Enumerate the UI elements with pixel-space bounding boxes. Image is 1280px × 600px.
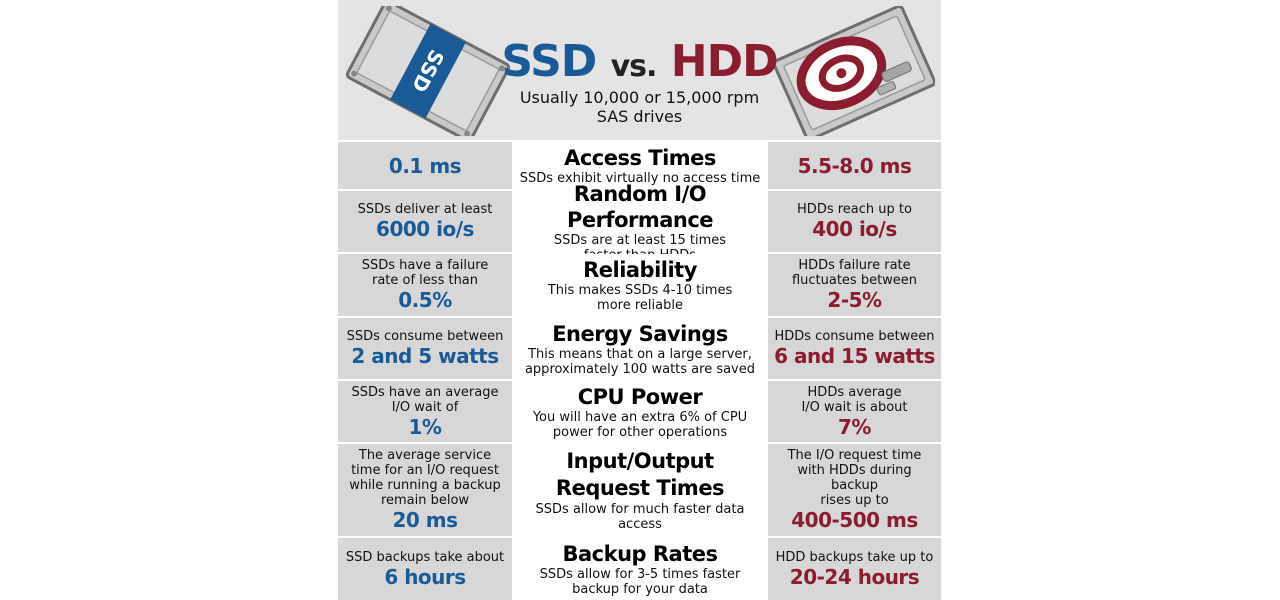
metric-heading: Input/Output xyxy=(566,449,714,473)
hdd-cell: HDDs consume between 6 and 15 watts xyxy=(768,318,941,379)
metric-cell: Backup Rates SSDs allow for 3-5 times fa… xyxy=(514,538,766,600)
hdd-note: I/O wait is about xyxy=(801,399,908,415)
metric-description: backup for your data xyxy=(572,582,708,597)
metric-description: approximately 100 watts are saved xyxy=(524,361,756,377)
metric-heading: Request Times xyxy=(555,476,725,500)
ssd-vs-hdd-infographic: SSD SSD vs. HDD Usually 10,000 or 15,000… xyxy=(338,0,941,600)
hdd-value: 7% xyxy=(838,414,871,439)
hdd-note: HDDs reach up to xyxy=(797,202,912,217)
ssd-cell: SSDs deliver at least 6000 io/s xyxy=(338,191,512,252)
ssd-note: SSDs consume between xyxy=(346,329,504,344)
hdd-cell: HDDs average I/O wait is about 7% xyxy=(768,381,941,442)
hdd-note: HDDs failure rate xyxy=(798,258,911,273)
hdd-note: with HDDs during backup xyxy=(797,463,912,493)
row-random-io: SSDs deliver at least 6000 io/s Random I… xyxy=(338,182,941,263)
hdd-cell: HDD backups take up to 20-24 hours xyxy=(768,538,941,600)
row-cpu-power: SSDs have an average I/O wait of 1% CPU … xyxy=(338,381,941,442)
ssd-cell: SSDs have an average I/O wait of 1% xyxy=(338,381,512,442)
ssd-note: rate of less than xyxy=(371,273,479,288)
ssd-note: remain below xyxy=(380,493,470,508)
ssd-value: 6000 io/s xyxy=(376,217,474,241)
ssd-cell: The average service time for an I/O requ… xyxy=(338,444,512,536)
ssd-value: 20 ms xyxy=(392,508,458,532)
metric-cell: CPU Power You will have an extra 6% of C… xyxy=(514,381,766,442)
hdd-note: HDDs average xyxy=(807,384,902,400)
hdd-value: 5.5-8.0 ms xyxy=(797,153,912,178)
ssd-note: SSDs have an average xyxy=(351,384,499,400)
ssd-note: time for an I/O request xyxy=(351,463,499,478)
metric-description: SSDs allow for much faster data access xyxy=(535,502,745,532)
row-energy-savings: SSDs consume between 2 and 5 watts Energ… xyxy=(338,318,941,379)
hdd-cell: The I/O request time with HDDs during ba… xyxy=(768,444,941,536)
hdd-cell: HDDs reach up to 400 io/s xyxy=(768,191,941,252)
ssd-note: SSDs have a failure xyxy=(361,258,489,273)
row-reliability: SSDs have a failure rate of less than 0.… xyxy=(338,254,941,316)
hdd-value: 6 and 15 watts xyxy=(774,344,935,368)
hdd-note: HDD backups take up to xyxy=(775,549,934,565)
ssd-value: 6 hours xyxy=(384,564,466,589)
metric-description: This makes SSDs 4-10 times xyxy=(547,283,733,298)
metric-description: more reliable xyxy=(597,298,683,313)
metric-heading: Energy Savings xyxy=(552,321,728,346)
hdd-note: rises up to xyxy=(820,493,889,508)
ssd-note: The average service xyxy=(358,448,492,463)
row-backup-rates: SSD backups take about 6 hours Backup Ra… xyxy=(338,538,941,600)
hdd-value: 2-5% xyxy=(827,288,882,312)
hdd-value: 400 io/s xyxy=(812,217,897,241)
ssd-cell: 0.1 ms xyxy=(338,142,512,189)
ssd-drive-icon: SSD xyxy=(346,6,511,136)
metric-heading: Random I/O Performance xyxy=(566,181,714,232)
metric-description: This means that on a large server, xyxy=(528,346,752,362)
page-subtitle: Usually 10,000 or 15,000 rpm SAS drives xyxy=(488,88,791,126)
ssd-note: SSDs deliver at least xyxy=(357,202,493,217)
title-vs: vs. xyxy=(610,49,658,84)
page-title: SSD vs. HDD xyxy=(338,36,941,93)
metric-cell: Input/Output Request Times SSDs allow fo… xyxy=(514,444,766,536)
metric-description: You will have an extra 6% of CPU xyxy=(532,409,748,425)
ssd-note: while running a backup xyxy=(349,478,501,493)
ssd-value: 2 and 5 watts xyxy=(351,344,499,368)
hdd-value: 20-24 hours xyxy=(789,564,920,589)
hdd-note: The I/O request time xyxy=(787,448,922,463)
ssd-note: SSD backups take about xyxy=(345,549,505,565)
metric-description: SSDs allow for 3-5 times faster xyxy=(539,567,741,582)
ssd-cell: SSDs consume between 2 and 5 watts xyxy=(338,318,512,379)
title-ssd: SSD xyxy=(501,36,597,87)
metric-cell: Access Times SSDs exhibit virtually no a… xyxy=(514,142,766,189)
hdd-cell: 5.5-8.0 ms xyxy=(768,142,941,189)
metric-heading: Access Times xyxy=(564,146,716,170)
ssd-cell: SSD backups take about 6 hours xyxy=(338,538,512,600)
metric-description: SSDs are at least 15 times xyxy=(553,232,727,248)
metric-cell: Energy Savings This means that on a larg… xyxy=(514,318,766,379)
metric-description: power for other operations xyxy=(552,424,728,440)
row-access-times: 0.1 ms Access Times SSDs exhibit virtual… xyxy=(338,142,941,189)
infographic-header: SSD SSD vs. HDD Usually 10,000 or 15,000… xyxy=(338,0,941,140)
title-hdd: HDD xyxy=(670,36,779,87)
ssd-value: 0.5% xyxy=(398,288,452,312)
metric-heading: Reliability xyxy=(583,258,697,282)
hdd-value: 400-500 ms xyxy=(791,508,918,532)
ssd-value: 0.1 ms xyxy=(388,153,462,178)
metric-heading: CPU Power xyxy=(577,384,703,409)
metric-description: SSDs exhibit virtually no access time xyxy=(519,171,761,186)
ssd-note: I/O wait of xyxy=(391,399,459,415)
row-io-request-times: The average service time for an I/O requ… xyxy=(338,444,941,536)
metric-cell: Reliability This makes SSDs 4-10 times m… xyxy=(514,254,766,316)
hdd-drive-icon xyxy=(772,6,935,136)
metric-heading: Backup Rates xyxy=(562,542,718,566)
ssd-cell: SSDs have a failure rate of less than 0.… xyxy=(338,254,512,316)
hdd-note: fluctuates between xyxy=(791,273,918,288)
subtitle-line: SAS drives xyxy=(596,107,683,126)
hdd-note: HDDs consume between xyxy=(774,329,935,344)
metric-cell: Random I/O Performance SSDs are at least… xyxy=(514,182,766,263)
subtitle-line: Usually 10,000 or 15,000 rpm xyxy=(519,88,760,107)
hdd-cell: HDDs failure rate fluctuates between 2-5… xyxy=(768,254,941,316)
ssd-value: 1% xyxy=(408,414,442,439)
